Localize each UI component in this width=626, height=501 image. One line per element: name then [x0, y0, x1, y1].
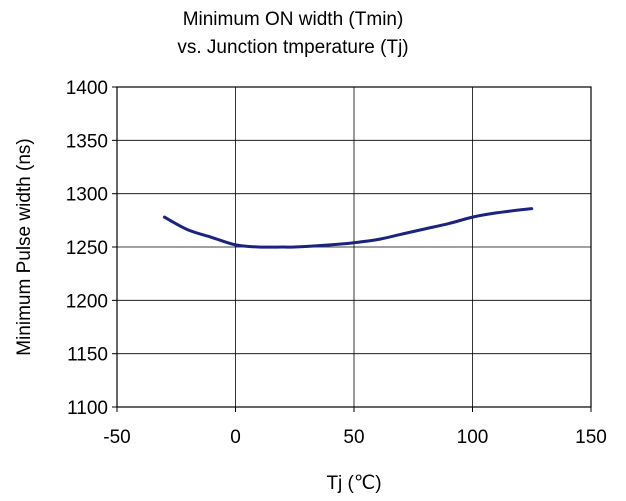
y-tick-label: 1400 — [66, 78, 108, 99]
data-series — [162, 207, 534, 249]
x-tick-label: -50 — [103, 427, 130, 448]
chart-title-line-1: Minimum ON width (Tmin) — [183, 9, 404, 30]
y-tick-label: 1300 — [66, 185, 108, 206]
tick-marks — [112, 86, 592, 412]
plot-area-frame — [116, 86, 592, 408]
y-tick-label: 1150 — [67, 345, 108, 366]
y-tick-label: 1250 — [66, 238, 108, 259]
y-tick-labels: 1100 1150 1200 1250 1300 1350 1400 — [66, 78, 108, 419]
y-tick-label: 1100 — [67, 398, 108, 419]
y-axis-label: Minimum Pulse width (ns) — [14, 138, 35, 356]
y-tick-label: 1350 — [66, 131, 108, 152]
x-tick-label: 150 — [575, 427, 607, 448]
x-tick-labels: -50 0 50 100 150 — [103, 427, 607, 448]
x-tick-label: 0 — [230, 427, 241, 448]
x-tick-label: 100 — [457, 427, 489, 448]
grid-lines — [117, 87, 591, 407]
y-tick-label: 1200 — [66, 291, 108, 312]
x-axis-label: Tj (℃) — [326, 473, 381, 494]
chart-title-line-2: vs. Junction tmperature (Tj) — [177, 37, 408, 58]
x-tick-label: 50 — [343, 427, 364, 448]
series-line — [162, 207, 534, 249]
